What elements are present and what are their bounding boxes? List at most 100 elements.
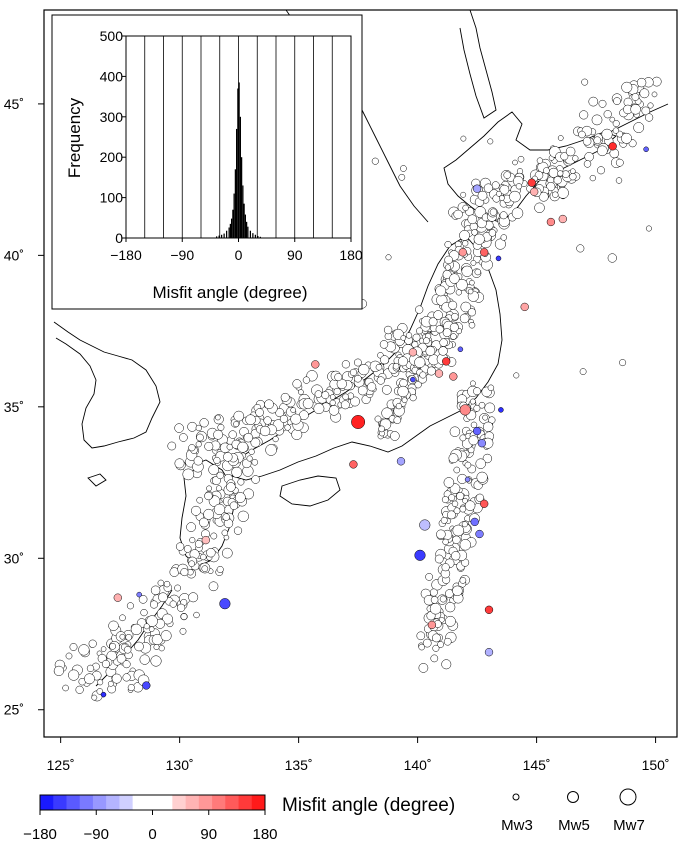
- event-marker: [607, 253, 617, 263]
- histogram-bars: [216, 82, 261, 239]
- event-marker: [107, 680, 114, 687]
- colored-event-marker: [351, 415, 366, 429]
- event-marker: [101, 659, 110, 669]
- colorbar-tick-label: 180: [252, 826, 277, 842]
- event-marker: [188, 444, 196, 452]
- event-marker: [177, 603, 186, 612]
- event-marker: [116, 653, 127, 664]
- event-marker: [174, 458, 185, 469]
- legend-label-mw7: Mw7: [613, 817, 645, 834]
- event-marker: [515, 183, 523, 190]
- colored-event-marker: [449, 372, 458, 381]
- event-marker: [432, 633, 441, 643]
- colored-event-marker: [527, 178, 536, 187]
- event-marker: [447, 510, 456, 520]
- histogram-x-tick-label: −90: [170, 247, 194, 263]
- event-marker: [536, 157, 544, 164]
- event-marker: [333, 387, 341, 396]
- event-marker: [194, 540, 203, 548]
- event-marker: [543, 167, 550, 174]
- event-marker: [367, 382, 377, 392]
- event-marker: [615, 177, 623, 184]
- event-marker: [416, 631, 426, 641]
- colored-event-marker: [136, 591, 142, 598]
- event-marker: [357, 385, 368, 396]
- event-marker: [193, 456, 203, 466]
- event-marker: [440, 516, 448, 524]
- event-marker: [62, 684, 69, 692]
- event-marker: [231, 466, 243, 478]
- event-marker: [248, 448, 255, 455]
- event-marker: [436, 529, 446, 540]
- colorbar-tick-label: −90: [84, 826, 109, 842]
- event-marker: [512, 159, 518, 166]
- event-marker: [272, 436, 279, 443]
- event-marker: [400, 165, 407, 172]
- event-marker: [279, 414, 288, 423]
- event-marker: [612, 120, 620, 127]
- colorbar-cell: [92, 795, 107, 810]
- event-marker: [576, 244, 585, 253]
- event-marker: [583, 160, 592, 168]
- colored-event-marker: [558, 214, 567, 224]
- longitude-axis: 125˚ 130˚ 135˚ 140˚ 145˚ 150˚: [47, 737, 670, 773]
- event-marker: [222, 547, 233, 559]
- event-marker: [250, 437, 261, 448]
- histogram-bar: [254, 234, 256, 238]
- colorbar-cell: [238, 795, 253, 810]
- event-marker: [557, 187, 569, 199]
- coastline-kuril: [609, 103, 669, 133]
- event-marker: [275, 408, 285, 418]
- event-marker: [290, 407, 297, 413]
- event-marker: [451, 312, 459, 321]
- event-marker: [302, 376, 311, 384]
- event-marker: [462, 240, 469, 247]
- colored-event-marker: [472, 184, 482, 193]
- event-marker: [143, 623, 150, 630]
- event-marker: [160, 630, 172, 642]
- event-marker: [548, 167, 559, 178]
- event-marker: [329, 394, 336, 400]
- colorbar-cell: [172, 795, 186, 810]
- event-marker: [321, 391, 330, 400]
- event-marker: [385, 254, 392, 261]
- colorbar-cell: [198, 795, 213, 810]
- event-marker: [462, 204, 469, 212]
- colorbar-cell: [53, 795, 67, 810]
- event-marker: [509, 190, 521, 203]
- colored-event-marker: [484, 605, 494, 614]
- event-marker: [148, 626, 155, 632]
- event-marker: [187, 421, 198, 432]
- event-marker: [196, 496, 203, 504]
- event-marker: [478, 401, 486, 409]
- event-marker: [467, 214, 478, 225]
- event-marker: [255, 408, 264, 417]
- event-marker: [414, 356, 426, 368]
- event-marker: [329, 399, 336, 406]
- event-marker: [229, 501, 239, 510]
- colored-event-marker: [484, 648, 494, 657]
- colorbar-tick-label: 0: [148, 826, 156, 842]
- event-marker: [259, 425, 271, 437]
- legend-circle-mw5: [567, 791, 579, 803]
- histogram-x-tick-label: −180: [110, 247, 142, 263]
- event-marker: [441, 659, 452, 670]
- histogram-bar: [232, 209, 234, 238]
- event-marker: [499, 184, 510, 195]
- event-marker: [644, 113, 654, 122]
- event-marker: [150, 585, 161, 596]
- event-marker: [206, 485, 212, 492]
- histogram-bar: [233, 193, 235, 238]
- event-marker: [429, 588, 438, 597]
- event-marker: [393, 416, 402, 424]
- earthquake-events: [53, 76, 662, 702]
- event-marker: [499, 195, 505, 201]
- event-marker: [645, 225, 652, 232]
- event-marker: [488, 229, 497, 237]
- event-marker: [631, 93, 640, 101]
- event-marker: [464, 500, 476, 511]
- event-marker: [459, 505, 467, 513]
- event-marker: [397, 385, 409, 398]
- histogram-bar: [223, 233, 225, 238]
- event-marker: [243, 433, 253, 443]
